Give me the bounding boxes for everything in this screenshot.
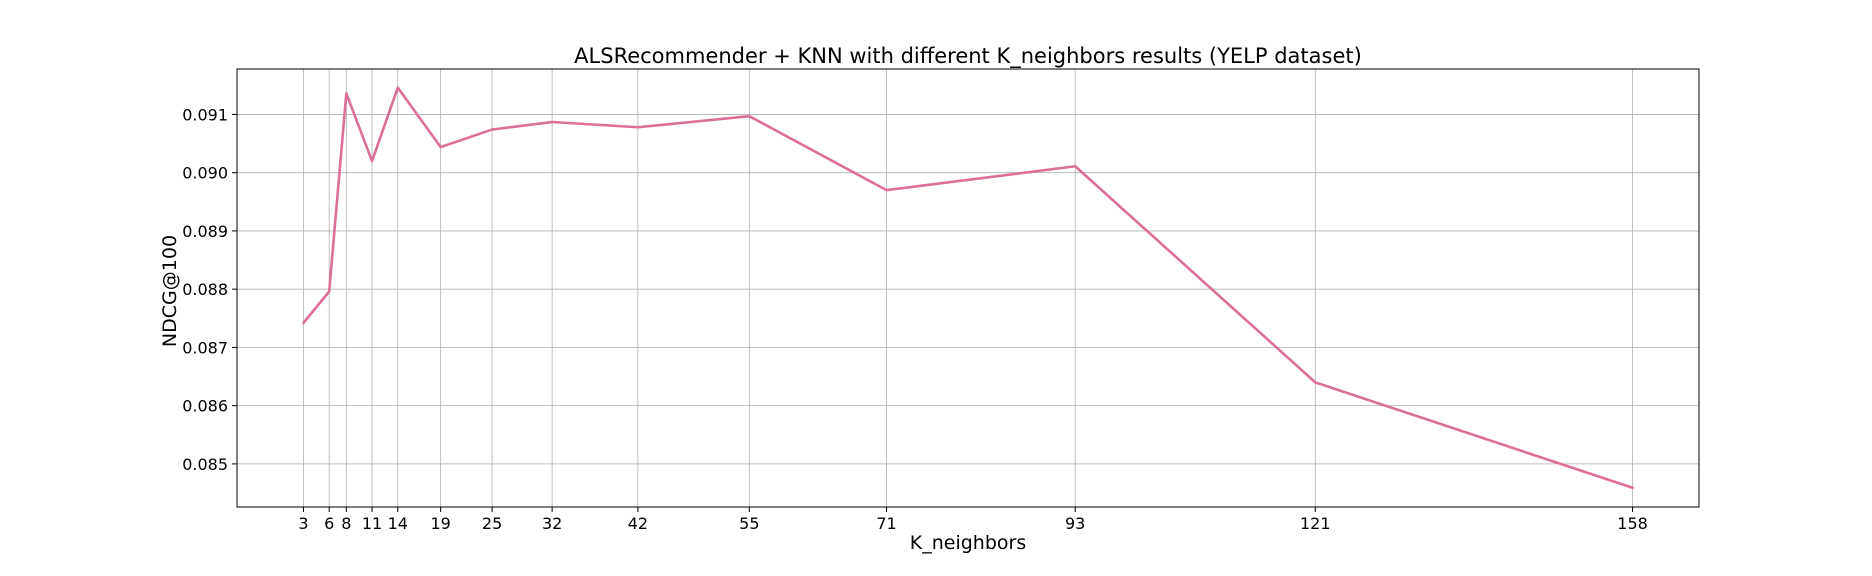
x-tick-label: 25 — [482, 514, 502, 533]
x-tick-label: 93 — [1065, 514, 1085, 533]
y-axis: 0.085 0.086 0.087 0.088 0.089 0.090 0.091 — [182, 105, 237, 474]
x-tick-label: 158 — [1617, 514, 1648, 533]
series-line — [302, 86, 1634, 490]
chart-title: ALSRecommender + KNN with different K_ne… — [574, 44, 1362, 69]
series-layer — [302, 86, 1634, 490]
x-tick-label: 11 — [362, 514, 382, 533]
grid — [237, 69, 1699, 507]
y-tick-label: 0.089 — [182, 222, 228, 241]
x-tick-label: 3 — [298, 514, 308, 533]
y-tick-label: 0.088 — [182, 280, 228, 299]
x-tick-label: 42 — [628, 514, 648, 533]
plot-area — [236, 68, 1700, 508]
x-tick-label: 14 — [388, 514, 408, 533]
x-tick-label: 6 — [324, 514, 334, 533]
x-tick-label: 71 — [876, 514, 896, 533]
x-tick-label: 121 — [1300, 514, 1331, 533]
y-tick-label: 0.085 — [182, 455, 228, 474]
x-axis: 3 6 8 11 14 19 25 32 42 55 71 93 121 158 — [298, 507, 1648, 533]
y-tick-label: 0.086 — [182, 397, 228, 416]
y-tick-label: 0.090 — [182, 164, 228, 183]
x-tick-label: 19 — [430, 514, 450, 533]
y-tick-label: 0.087 — [182, 338, 228, 357]
x-tick-label: 8 — [341, 514, 351, 533]
x-tick-label: 55 — [739, 514, 759, 533]
x-tick-label: 32 — [542, 514, 562, 533]
y-axis-label: NDCG@100 — [159, 235, 181, 347]
x-axis-label: K_neighbors — [910, 532, 1026, 554]
y-tick-label: 0.091 — [182, 105, 228, 124]
